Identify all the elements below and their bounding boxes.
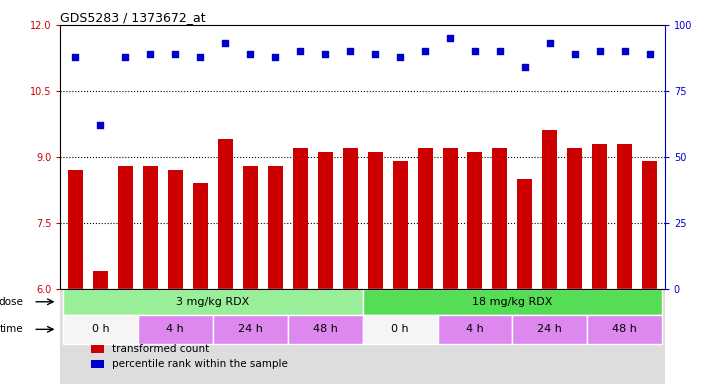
Text: time: time	[0, 324, 23, 334]
Bar	[193, 183, 208, 289]
Text: 3 mg/kg RDX: 3 mg/kg RDX	[176, 297, 250, 307]
Bar	[293, 148, 308, 289]
Point	[344, 48, 356, 55]
Bar	[288, 315, 363, 344]
Bar	[468, 152, 483, 289]
Point	[70, 53, 81, 60]
Bar	[392, 161, 407, 289]
Point	[95, 122, 106, 128]
Text: 48 h: 48 h	[313, 324, 338, 334]
Point	[469, 48, 481, 55]
Text: 18 mg/kg RDX: 18 mg/kg RDX	[472, 297, 552, 307]
Point	[570, 51, 581, 57]
Text: percentile rank within the sample: percentile rank within the sample	[112, 359, 288, 369]
Bar	[91, 345, 104, 353]
Bar	[91, 360, 104, 368]
Bar	[642, 161, 657, 289]
Bar	[138, 315, 213, 344]
Point	[245, 51, 256, 57]
Bar	[242, 166, 257, 289]
Point	[494, 48, 506, 55]
Bar	[93, 271, 108, 289]
Point	[220, 40, 231, 46]
Bar	[118, 166, 133, 289]
Point	[594, 48, 606, 55]
Bar	[493, 148, 508, 289]
Bar	[442, 148, 457, 289]
Point	[419, 48, 431, 55]
Text: 0 h: 0 h	[92, 324, 109, 334]
Bar	[513, 315, 587, 344]
Bar	[363, 289, 662, 315]
Bar	[63, 315, 138, 344]
Bar	[363, 315, 437, 344]
Text: 24 h: 24 h	[237, 324, 262, 334]
Bar	[318, 152, 333, 289]
Point	[119, 53, 131, 60]
Text: 4 h: 4 h	[466, 324, 484, 334]
Point	[370, 51, 381, 57]
Point	[444, 35, 456, 41]
Point	[319, 51, 331, 57]
Bar	[587, 315, 662, 344]
Point	[644, 51, 656, 57]
Bar	[268, 166, 283, 289]
Point	[269, 53, 281, 60]
Bar	[213, 315, 288, 344]
Point	[619, 48, 631, 55]
Bar	[518, 179, 533, 289]
Bar	[542, 131, 557, 289]
Text: dose: dose	[0, 297, 23, 307]
Bar	[218, 139, 232, 289]
Bar	[567, 148, 582, 289]
Bar	[60, 289, 665, 384]
Text: 24 h: 24 h	[538, 324, 562, 334]
Text: 4 h: 4 h	[166, 324, 184, 334]
Bar	[68, 170, 83, 289]
Bar	[592, 144, 607, 289]
Text: GDS5283 / 1373672_at: GDS5283 / 1373672_at	[60, 11, 206, 24]
Bar	[143, 166, 158, 289]
Point	[144, 51, 156, 57]
Bar	[168, 170, 183, 289]
Point	[195, 53, 206, 60]
Text: 48 h: 48 h	[612, 324, 637, 334]
Point	[395, 53, 406, 60]
Bar	[368, 152, 383, 289]
Bar	[437, 315, 513, 344]
Text: transformed count: transformed count	[112, 344, 209, 354]
Point	[294, 48, 306, 55]
Bar	[343, 148, 358, 289]
Bar	[617, 144, 632, 289]
Bar	[417, 148, 432, 289]
Text: 0 h: 0 h	[391, 324, 409, 334]
Point	[519, 64, 530, 70]
Point	[170, 51, 181, 57]
Point	[544, 40, 555, 46]
Bar	[63, 289, 363, 315]
